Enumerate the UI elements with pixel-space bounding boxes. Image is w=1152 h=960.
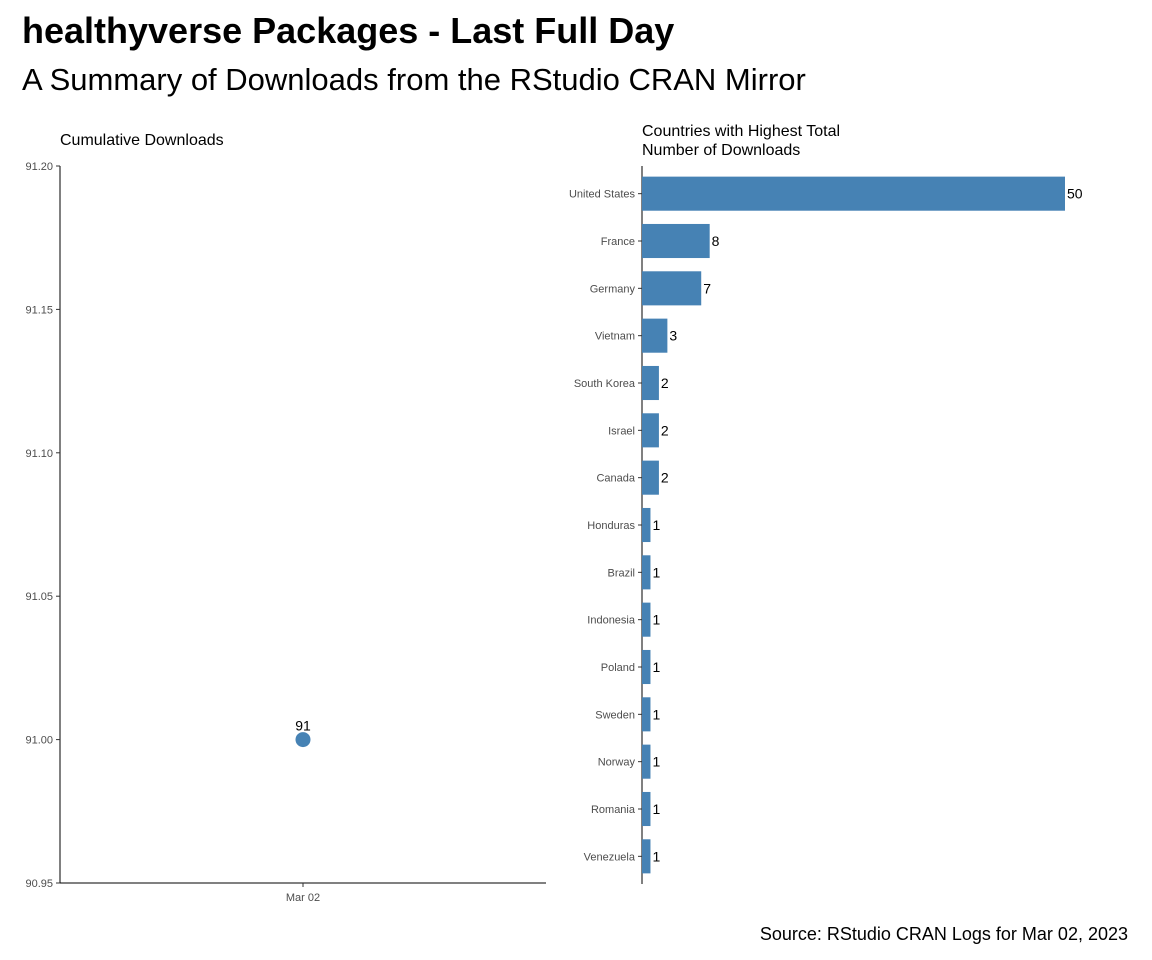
bar-value-vietnam: 3 bbox=[669, 328, 677, 344]
bar-united-states bbox=[642, 176, 1065, 211]
country-downloads-panel: Countries with Highest Total Number of Do… bbox=[569, 123, 1083, 884]
y-tick-label: 91.00 bbox=[25, 735, 53, 747]
data-point bbox=[295, 732, 311, 748]
country-label-honduras: Honduras bbox=[587, 520, 635, 532]
country-label-romania: Romania bbox=[591, 804, 636, 816]
country-label-poland: Poland bbox=[601, 662, 635, 674]
country-label-norway: Norway bbox=[598, 757, 636, 769]
country-label-israel: Israel bbox=[608, 425, 635, 437]
bar-value-sweden: 1 bbox=[652, 706, 660, 722]
country-label-indonesia: Indonesia bbox=[587, 615, 636, 627]
bar-venezuela bbox=[642, 839, 651, 874]
data-point-label: 91 bbox=[295, 718, 311, 734]
bar-value-honduras: 1 bbox=[652, 517, 660, 533]
bar-indonesia bbox=[642, 602, 651, 637]
bar-south-korea bbox=[642, 365, 659, 401]
country-label-vietnam: Vietnam bbox=[595, 331, 635, 343]
y-tick-label: 91.10 bbox=[25, 448, 53, 460]
country-label-brazil: Brazil bbox=[607, 567, 635, 579]
bar-value-israel: 2 bbox=[661, 422, 669, 438]
bar-value-indonesia: 1 bbox=[652, 612, 660, 628]
bar-value-poland: 1 bbox=[652, 659, 660, 675]
bar-brazil bbox=[642, 555, 651, 590]
bar-value-venezuela: 1 bbox=[652, 848, 660, 864]
y-tick-label: 91.05 bbox=[25, 591, 53, 603]
bar-value-norway: 1 bbox=[652, 754, 660, 770]
bar-value-romania: 1 bbox=[652, 801, 660, 817]
country-label-germany: Germany bbox=[590, 283, 636, 295]
cumulative-downloads-title: Cumulative Downloads bbox=[60, 132, 224, 149]
bar-value-france: 8 bbox=[712, 233, 720, 249]
y-tick-label: 91.20 bbox=[25, 161, 53, 173]
country-chart-title-line: Number of Downloads bbox=[642, 142, 800, 159]
bar-value-canada: 2 bbox=[661, 470, 669, 486]
chart-caption: Source: RStudio CRAN Logs for Mar 02, 20… bbox=[759, 924, 1128, 944]
cumulative-downloads-panel: Cumulative Downloads 90.95 91.00 91.05 91.10… bbox=[25, 132, 546, 904]
bar-france bbox=[642, 223, 710, 259]
bar-israel bbox=[642, 413, 659, 448]
bar-vietnam bbox=[642, 318, 668, 353]
country-label-venezuela: Venezuela bbox=[584, 851, 636, 863]
bar-value-south-korea: 2 bbox=[661, 375, 669, 391]
bar-germany bbox=[642, 271, 702, 306]
bar-canada bbox=[642, 460, 659, 495]
bar-honduras bbox=[642, 507, 651, 543]
bar-norway bbox=[642, 744, 651, 779]
country-label-canada: Canada bbox=[596, 473, 635, 485]
country-label-south-korea: South Korea bbox=[574, 378, 636, 390]
country-label-sweden: Sweden bbox=[595, 709, 635, 721]
chart-title: healthyverse Packages - Last Full Day bbox=[22, 10, 675, 51]
country-chart-title-line: Countries with Highest Total bbox=[642, 123, 840, 140]
bar-value-united-states: 50 bbox=[1067, 186, 1083, 202]
bar-value-germany: 7 bbox=[703, 280, 711, 296]
bar-poland bbox=[642, 649, 651, 685]
bar-romania bbox=[642, 791, 651, 827]
country-label-france: France bbox=[601, 236, 635, 248]
chart-subtitle: A Summary of Downloads from the RStudio … bbox=[22, 62, 806, 97]
y-tick-label: 91.15 bbox=[25, 304, 53, 316]
bar-sweden bbox=[642, 697, 651, 732]
y-tick-label: 90.95 bbox=[25, 878, 53, 890]
x-tick-label: Mar 02 bbox=[286, 892, 320, 904]
bar-value-brazil: 1 bbox=[652, 564, 660, 580]
country-label-united-states: United States bbox=[569, 189, 636, 201]
